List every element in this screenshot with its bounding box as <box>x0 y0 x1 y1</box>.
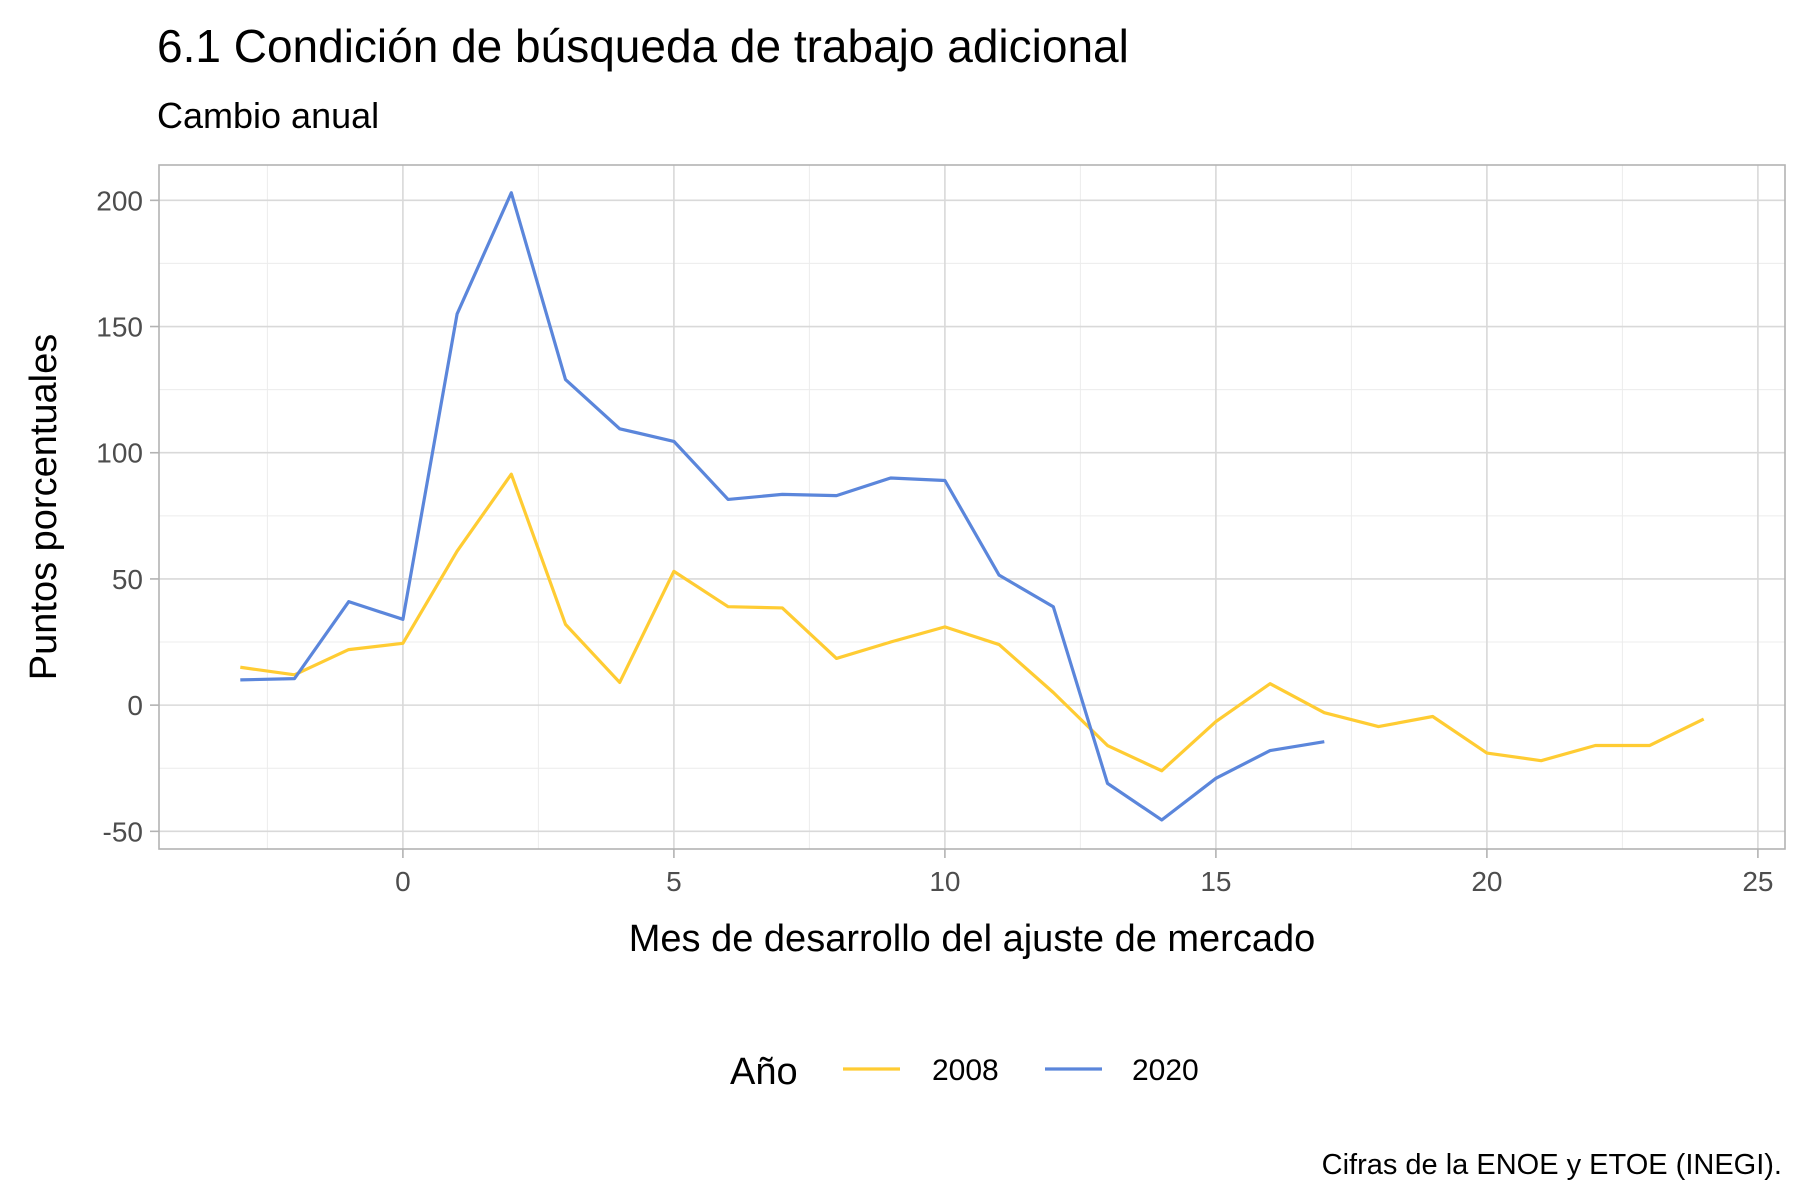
y-tick-label: -50 <box>103 816 143 847</box>
legend: Año 2008 2020 <box>730 1051 1199 1093</box>
x-tick-label: 5 <box>666 866 682 897</box>
chart-title: 6.1 Condición de búsqueda de trabajo adi… <box>157 20 1129 72</box>
legend-label-2008: 2008 <box>932 1054 999 1087</box>
x-tick-label: 0 <box>395 866 411 897</box>
y-tick-label: 150 <box>96 312 143 343</box>
series-line-2020 <box>240 191 1325 822</box>
series-lines <box>240 191 1705 822</box>
x-tick-label: 25 <box>1742 866 1773 897</box>
chart-subtitle: Cambio anual <box>157 95 379 136</box>
chart-caption: Cifras de la ENOE y ETOE (INEGI). <box>1322 1149 1782 1181</box>
y-tick-label: 200 <box>96 185 143 216</box>
grid <box>159 165 1785 849</box>
x-axis-title: Mes de desarrollo del ajuste de mercado <box>629 918 1316 960</box>
y-axis-title: Puntos porcentuales <box>23 334 65 680</box>
plot-panel-border <box>158 164 1786 850</box>
x-tick-label: 15 <box>1200 866 1231 897</box>
y-tick-label: 100 <box>96 438 143 469</box>
series-line-2008 <box>240 472 1705 773</box>
x-tick-label: 20 <box>1471 866 1502 897</box>
legend-label-2020: 2020 <box>1132 1054 1199 1087</box>
axis-ticks: 0 5 10 15 20 25 -50 0 50 100 150 200 <box>96 185 1773 897</box>
y-tick-label: 50 <box>112 564 143 595</box>
legend-title: Año <box>730 1051 798 1093</box>
x-tick-label: 10 <box>929 866 960 897</box>
y-tick-label: 0 <box>127 690 143 721</box>
